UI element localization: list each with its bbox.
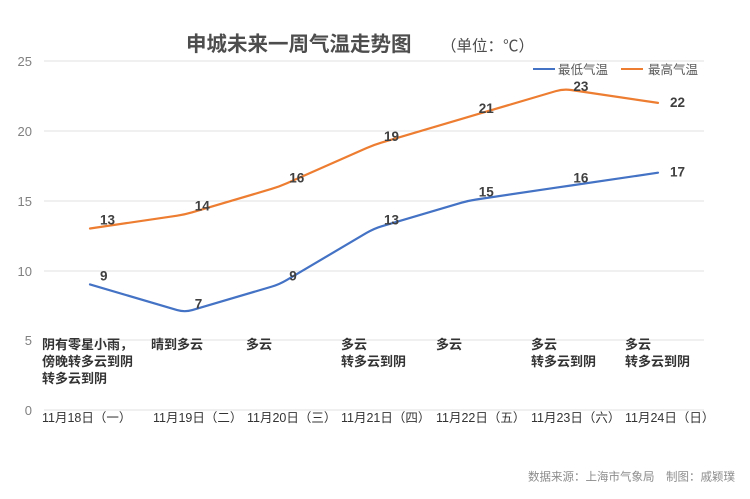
svg-text:多云: 多云: [341, 337, 367, 352]
svg-text:多云: 多云: [246, 337, 272, 352]
svg-text:7: 7: [195, 296, 203, 311]
svg-text:转多云到阴: 转多云到阴: [625, 354, 690, 369]
svg-text:16: 16: [573, 171, 589, 186]
svg-text:多云: 多云: [625, 337, 651, 352]
svg-text:11月22日（五）: 11月22日（五）: [436, 411, 525, 425]
svg-text:多云: 多云: [531, 337, 557, 352]
svg-text:晴到多云: 晴到多云: [151, 337, 203, 352]
svg-text:11月23日（六）: 11月23日（六）: [531, 411, 620, 425]
svg-text:转多云到阴: 转多云到阴: [341, 354, 406, 369]
svg-text:（单位：℃）: （单位：℃）: [441, 37, 534, 55]
svg-text:11月20日（三）: 11月20日（三）: [247, 411, 336, 425]
svg-text:11月21日（四）: 11月21日（四）: [341, 411, 430, 425]
svg-text:11月19日（二）: 11月19日（二）: [153, 411, 242, 425]
svg-text:多云: 多云: [436, 337, 462, 352]
svg-text:17: 17: [670, 165, 685, 180]
svg-text:申城未来一周气温走势图: 申城未来一周气温走势图: [186, 33, 412, 56]
svg-text:16: 16: [289, 171, 305, 186]
svg-text:22: 22: [670, 95, 685, 110]
svg-text:转多云到阴: 转多云到阴: [42, 371, 107, 386]
svg-text:11月18日（一）: 11月18日（一）: [42, 411, 131, 425]
svg-text:最高气温: 最高气温: [648, 62, 699, 77]
svg-text:20: 20: [18, 124, 32, 139]
svg-text:9: 9: [100, 268, 108, 283]
svg-text:25: 25: [18, 54, 32, 69]
svg-text:10: 10: [18, 264, 32, 279]
svg-text:13: 13: [384, 213, 400, 228]
svg-text:14: 14: [195, 199, 211, 214]
svg-text:转多云到阴: 转多云到阴: [531, 354, 596, 369]
svg-text:11月24日（日）: 11月24日（日）: [625, 411, 714, 425]
svg-text:21: 21: [479, 101, 495, 116]
svg-text:傍晚转多云到阴: 傍晚转多云到阴: [42, 354, 133, 369]
svg-text:阴有零星小雨，: 阴有零星小雨，: [42, 337, 133, 352]
svg-text:15: 15: [18, 194, 32, 209]
svg-text:5: 5: [25, 333, 32, 348]
svg-text:数据来源：上海市气象局 制图：戚颖璞: 数据来源：上海市气象局 制图：戚颖璞: [528, 470, 735, 484]
svg-text:23: 23: [573, 79, 589, 94]
svg-text:0: 0: [25, 403, 32, 418]
svg-text:15: 15: [479, 185, 495, 200]
svg-text:9: 9: [289, 268, 297, 283]
svg-text:19: 19: [384, 129, 399, 144]
svg-text:最低气温: 最低气温: [558, 62, 609, 77]
svg-text:13: 13: [100, 213, 116, 228]
